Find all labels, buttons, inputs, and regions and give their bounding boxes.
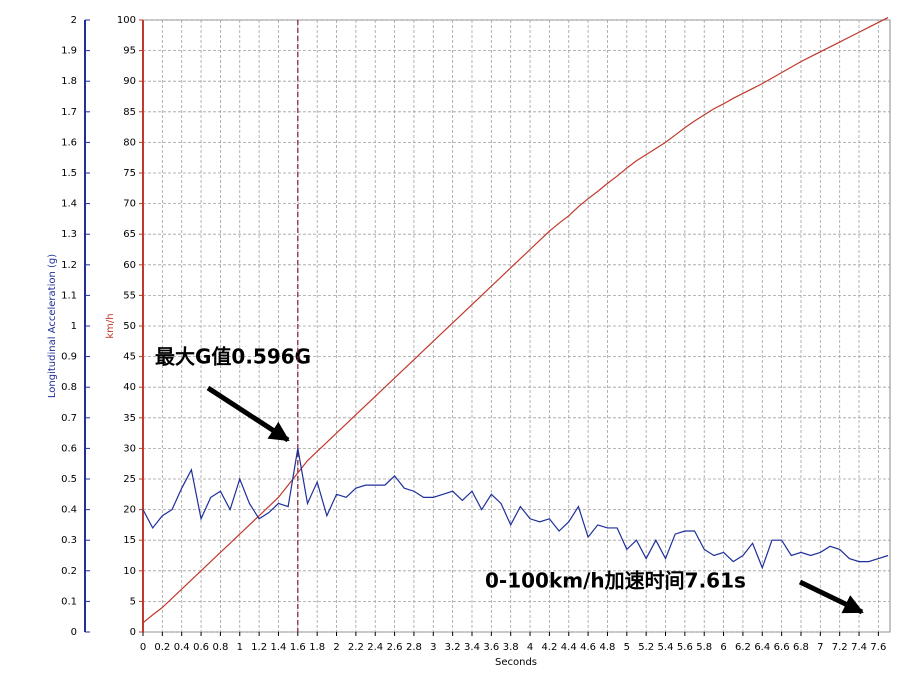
x-tick-label: 3.4: [464, 642, 480, 653]
y2-tick-label: 95: [123, 46, 136, 57]
x-axis-title: Seconds: [495, 657, 537, 668]
x-tick-label: 0.4: [174, 642, 190, 653]
y2-tick-label: 80: [123, 137, 136, 148]
x-tick-label: 6.6: [774, 642, 790, 653]
y2-axis-title: km/h: [105, 313, 116, 338]
y-tick-label: 1.4: [61, 199, 77, 210]
x-tick-label: 5.6: [677, 642, 693, 653]
x-tick-label: 7.6: [870, 642, 886, 653]
y2-tick-label: 15: [123, 535, 136, 546]
y2-tick-label: 60: [123, 260, 136, 271]
x-tick-label: 2.4: [367, 642, 383, 653]
data-line: [142, 17, 889, 624]
y-tick-label: 0.1: [61, 596, 77, 607]
y-tick-label: 1.6: [61, 137, 77, 148]
x-tick-label: 0: [140, 642, 146, 653]
x-tick-label: 4.2: [541, 642, 557, 653]
x-tick-label: 1: [237, 642, 243, 653]
y2-tick-label: 35: [123, 413, 136, 424]
y2-tick-label: 25: [123, 474, 136, 485]
y-tick-label: 1.2: [61, 260, 77, 271]
x-tick-label: 0.8: [212, 642, 228, 653]
x-tick-label: 5: [624, 642, 630, 653]
y2-tick-label: 40: [123, 382, 136, 393]
x-tick-label: 4.8: [600, 642, 616, 653]
y-tick-label: 2: [71, 15, 77, 26]
y2-tick-label: 20: [123, 505, 136, 516]
y-tick-label: 0: [71, 627, 77, 638]
data-line: [142, 448, 889, 570]
x-tick-label: 2.8: [406, 642, 422, 653]
y2-tick-label: 55: [123, 290, 136, 301]
y2-tick-label: 90: [123, 76, 136, 87]
x-tick-label: 2.2: [348, 642, 364, 653]
y-tick-label: 0.4: [61, 505, 77, 516]
y-tick-label: 1.9: [61, 46, 77, 57]
x-tick-label: 6.8: [793, 642, 809, 653]
x-tick-label: 2.6: [387, 642, 403, 653]
y2-tick-label: 10: [123, 566, 136, 577]
x-tick-label: 3: [430, 642, 436, 653]
x-tick-label: 5.4: [658, 642, 674, 653]
x-tick-label: 1.4: [271, 642, 287, 653]
y2-tick-label: 0: [130, 627, 136, 638]
y2-tick-label: 70: [123, 199, 136, 210]
x-tick-label: 4: [527, 642, 533, 653]
arrow: [798, 579, 864, 615]
x-tick-label: 1.8: [309, 642, 325, 653]
x-tick-label: 7.2: [832, 642, 848, 653]
y2-tick-label: 100: [117, 15, 136, 26]
y-tick-label: 0.8: [61, 382, 77, 393]
x-tick-label: 3.2: [445, 642, 461, 653]
y-axis-title: Longitudinal Acceleration (g): [47, 254, 58, 398]
arrow: [206, 385, 290, 443]
x-tick-label: 7: [817, 642, 823, 653]
y-tick-label: 1.5: [61, 168, 77, 179]
x-tick-label: 0.2: [154, 642, 170, 653]
y-tick-label: 0.3: [61, 535, 77, 546]
annotation: 最大G值0.596G: [155, 345, 311, 369]
y2-tick-label: 30: [123, 443, 136, 454]
y2-tick-label: 50: [123, 321, 136, 332]
x-tick-label: 7.4: [851, 642, 867, 653]
x-tick-label: 0.6: [193, 642, 209, 653]
y-tick-label: 0.7: [61, 413, 77, 424]
x-tick-label: 6: [720, 642, 726, 653]
x-tick-label: 3.6: [483, 642, 499, 653]
x-tick-label: 3.8: [503, 642, 519, 653]
y-tick-label: 0.6: [61, 443, 77, 454]
x-tick-label: 2: [333, 642, 339, 653]
x-tick-label: 4.4: [561, 642, 577, 653]
x-tick-label: 1.6: [290, 642, 306, 653]
x-tick-label: 5.8: [696, 642, 712, 653]
x-tick-label: 4.6: [580, 642, 596, 653]
x-tick-label: 1.2: [251, 642, 267, 653]
y-tick-label: 0.9: [61, 352, 77, 363]
y2-tick-label: 75: [123, 168, 136, 179]
y-tick-label: 1.1: [61, 290, 77, 301]
y-tick-label: 1.8: [61, 76, 77, 87]
y-tick-label: 1.3: [61, 229, 77, 240]
y-tick-label: 0.5: [61, 474, 77, 485]
annotation: 0-100km/h加速时间7.61s: [485, 569, 746, 593]
y2-tick-label: 85: [123, 107, 136, 118]
x-tick-label: 6.2: [735, 642, 751, 653]
y2-tick-label: 45: [123, 352, 136, 363]
y-tick-label: 0.2: [61, 566, 77, 577]
x-tick-label: 6.4: [754, 642, 770, 653]
y2-tick-label: 5: [130, 596, 136, 607]
y-tick-label: 1: [71, 321, 77, 332]
y2-tick-label: 65: [123, 229, 136, 240]
y-tick-label: 1.7: [61, 107, 77, 118]
x-tick-label: 5.2: [638, 642, 654, 653]
